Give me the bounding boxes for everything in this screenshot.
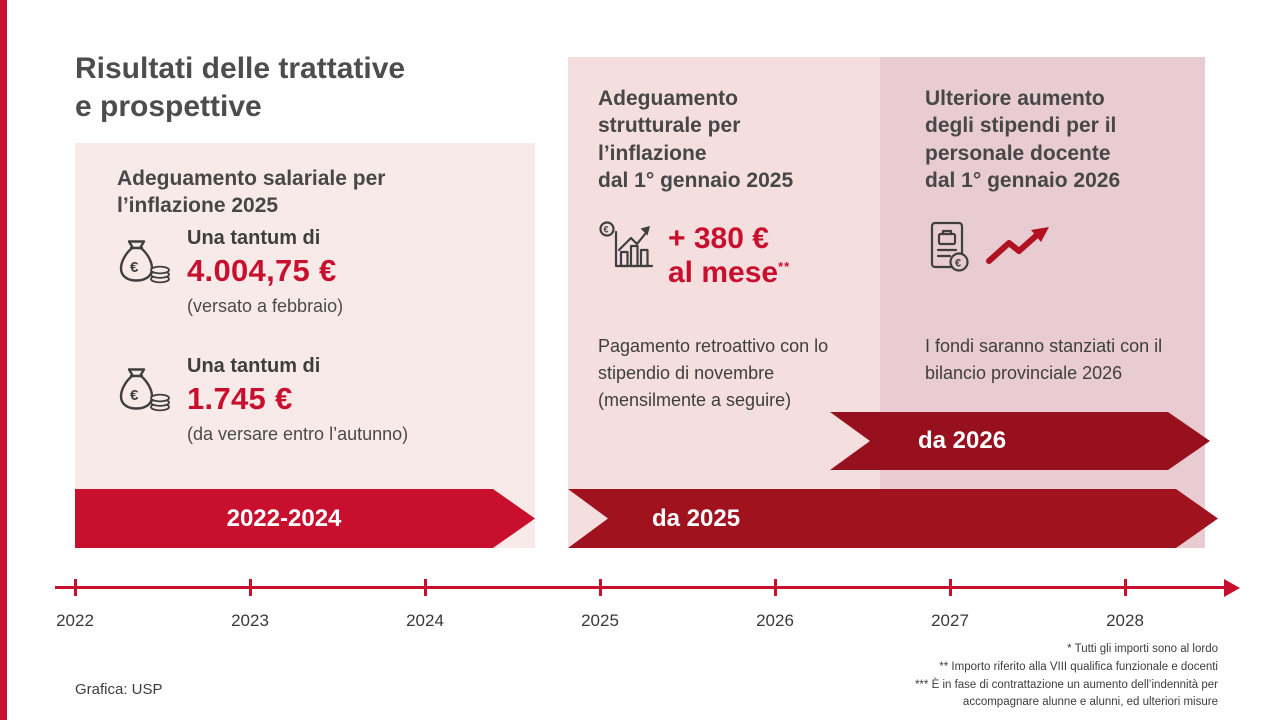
footnotes-block: * Tutti gli importi sono al lordo ** Imp… (658, 641, 1218, 712)
svg-text:€: € (130, 387, 139, 404)
year-label: 2025 (581, 611, 619, 630)
panel3-heading-line4: dal 1° gennaio 2026 (925, 168, 1121, 192)
timeline-tick-2025: 2025 (560, 579, 640, 631)
payment-amount: 4.004,75 € (187, 253, 337, 288)
tick-mark (73, 579, 77, 596)
panel2-heading-line1: Adeguamento (598, 87, 739, 110)
panel3-heading: Ulteriore aumento degli stipendi per il … (925, 85, 1185, 194)
payment-label: Una tantum di (187, 227, 321, 249)
payment-text: Una tantum di 4.004,75 € (versato a febb… (187, 227, 343, 317)
tick-mark (423, 579, 427, 596)
payment-note: (da versare entro l’autunno) (187, 424, 409, 444)
panel1-heading-line2: l’inflazione 2025 (117, 194, 279, 218)
tick-mark (248, 579, 252, 596)
panel-adeguamento-salariale: Adeguamento salariale per l’inflazione 2… (75, 143, 535, 548)
panel3-description: I fondi saranno stanziati con il bilanci… (925, 336, 1163, 383)
tick-mark (598, 579, 602, 596)
rising-trend-arrow-icon (986, 227, 1049, 264)
bar-chart-growth-icon: € (599, 221, 654, 268)
year-label: 2023 (231, 611, 269, 630)
svg-text:€: € (130, 259, 139, 276)
tick-mark (1123, 579, 1127, 596)
tick-mark (773, 579, 777, 596)
banner-da-2026: da 2026 (830, 412, 1210, 470)
document-euro-icon: € (930, 221, 969, 272)
year-label: 2022 (56, 611, 94, 630)
monthly-increase-amount: + 380 € al mese** (668, 222, 790, 289)
footnote-marker: ** (778, 258, 791, 274)
timeline-tick-2027: 2027 (910, 579, 990, 631)
timeline-tick-2023: 2023 (210, 579, 290, 631)
banner-da-2025: da 2025 (568, 489, 1218, 548)
credit-line: Grafica: USP (75, 681, 163, 698)
panel2-heading: Adeguamento strutturale per l’inflazione… (598, 85, 848, 194)
year-label: 2024 (406, 611, 444, 630)
svg-text:€: € (604, 225, 609, 235)
banner-da-2026-label: da 2026 (918, 427, 1007, 454)
page-title-line2: e prospettive (75, 89, 262, 123)
panel3-icon-row: € (925, 217, 1051, 273)
panel2-heading-line4: dal 1° gennaio 2025 (598, 168, 794, 192)
page-title: Risultati delle trattative e prospettive (75, 50, 405, 125)
amount-unit: al mese (668, 255, 779, 289)
year-label: 2028 (1106, 611, 1144, 630)
panel1-heading-line1: Adeguamento salariale per (117, 167, 386, 190)
payment-item-autumn: € Una tantum di 1.745 € (da versare entr… (117, 355, 408, 445)
panel-ulteriore-aumento: Ulteriore aumento degli stipendi per il … (880, 57, 1205, 548)
money-bag-icon-wrap: € (117, 365, 173, 445)
panel2-description: Pagamento retroattivo con lo stipendio d… (598, 336, 829, 410)
footnote-3: *** È in fase di contrattazione un aumen… (914, 678, 1218, 691)
footnote-3-continued: accompagnare alunne e alunni, ed ulterio… (962, 696, 1218, 709)
payment-note: (versato a febbraio) (187, 296, 344, 316)
banner-da-2025-label: da 2025 (652, 504, 741, 532)
timeline-tick-2022: 2022 (35, 579, 115, 631)
payment-item-february: € Una tantum di 4.004,75 € (versato a fe… (117, 227, 343, 317)
tick-mark (948, 579, 952, 596)
footnote-2: ** Importo riferito alla VIII qualifica … (939, 660, 1218, 673)
money-bag-icon: € (119, 368, 170, 412)
money-bag-icon-wrap: € (117, 237, 173, 317)
panel3-heading-line3: personale docente (925, 141, 1111, 165)
amount-unit-line: al mese** (668, 256, 790, 290)
banner-2022-2024: 2022-2024 (75, 489, 535, 548)
monthly-increase-row: € + 380 € al mese** (598, 220, 790, 289)
year-label: 2026 (756, 611, 794, 630)
timeline-axis (55, 586, 1227, 589)
year-label: 2027 (931, 611, 969, 630)
payment-label: Una tantum di (187, 355, 321, 377)
footnote-1: * Tutti gli importi sono al lordo (1067, 643, 1218, 655)
amount-value: + 380 € (668, 222, 769, 255)
panel-adeguamento-strutturale: Adeguamento strutturale per l’inflazione… (568, 57, 880, 548)
payment-amount: 1.745 € (187, 381, 293, 416)
panel2-heading-line3: l’inflazione (598, 141, 707, 165)
left-accent-stripe (0, 0, 7, 720)
panel2-heading-line2: strutturale per (598, 114, 741, 138)
panel3-heading-line2: degli stipendi per il (925, 114, 1117, 138)
banner-2022-2024-label: 2022-2024 (226, 504, 342, 532)
timeline-arrowhead-icon (1224, 579, 1240, 597)
money-bag-icon: € (119, 240, 170, 284)
page-title-line1: Risultati delle trattative (75, 52, 406, 85)
timeline-tick-2024: 2024 (385, 579, 465, 631)
panel1-heading: Adeguamento salariale per l’inflazione 2… (117, 165, 487, 220)
svg-text:€: € (955, 258, 961, 270)
panel3-heading-line1: Ulteriore aumento (925, 87, 1105, 110)
payment-text: Una tantum di 1.745 € (da versare entro … (187, 355, 408, 445)
timeline-tick-2026: 2026 (735, 579, 815, 631)
timeline-tick-2028: 2028 (1085, 579, 1165, 631)
